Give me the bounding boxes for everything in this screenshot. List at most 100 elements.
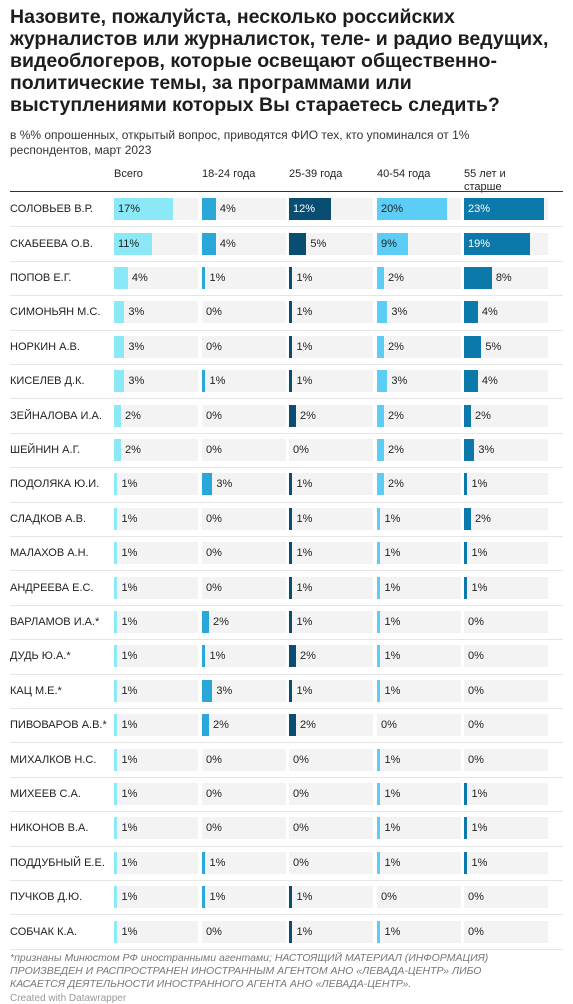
cell-background [202,473,286,496]
bar [114,576,118,599]
bar [114,714,118,737]
bar [289,301,293,324]
bar [289,920,293,943]
value-label: 1% [121,512,138,525]
bar [114,783,118,805]
cell-background [289,301,373,324]
value-label: 4% [219,237,236,250]
cell-background [114,714,198,737]
value-label: 1% [296,581,313,594]
cell-background [289,679,373,702]
cell-background [377,886,461,909]
value-label: 1% [209,650,226,663]
cell-background [114,507,198,530]
bar [464,473,468,496]
cell-background [202,920,286,943]
bar [289,611,293,633]
bar [114,232,153,255]
row-label: ПОДОЛЯКА Ю.И. [10,478,100,491]
value-label: 0% [206,788,222,800]
bar [289,679,293,702]
value-label: 2% [124,409,141,422]
bar [114,267,128,289]
value-label: 9% [381,237,397,250]
row-label: ПИВОВАРОВ А.В.* [10,719,107,732]
value-label: 0% [468,925,484,938]
value-label: 1% [384,547,401,560]
cell-background [202,851,286,874]
value-label: 4% [131,272,148,284]
value-label: 0% [206,409,222,422]
value-label: 0% [206,547,222,560]
row-separator [10,948,563,950]
row-separator [10,880,563,881]
cell-background [114,783,198,805]
cell-background [377,267,461,289]
cell-background [464,335,548,358]
value-label: 1% [121,856,138,869]
value-label: 2% [387,478,404,491]
bar [377,370,388,393]
cell-background [377,679,461,702]
row-label: СОБЧАК К.А. [10,925,77,938]
cell-background [464,714,548,737]
cell-background [289,473,373,496]
cell-background [289,851,373,874]
bar [289,576,293,599]
value-label: 1% [471,822,488,835]
bar [202,886,206,909]
value-label: 2% [299,650,316,663]
value-label: 1% [384,753,401,766]
bar [289,404,296,427]
value-label: 2% [387,444,404,456]
cell-background [377,542,461,565]
row-separator [10,467,563,469]
cell-background [289,611,373,633]
bar [377,851,381,874]
cell-background [464,439,548,461]
cell-background [202,439,286,461]
value-label: 3% [216,478,233,491]
value-label: 1% [121,788,138,800]
value-label: 4% [481,306,498,319]
subtitle: в %% опрошенных, открытый вопрос, привод… [10,128,470,157]
row-separator [10,364,563,365]
value-label: 23% [468,203,491,216]
cell-background [202,507,286,530]
bar [289,370,293,393]
row-label: СОЛОВЬЕВ В.Р. [10,203,93,216]
row-label: ЗЕЙНАЛОВА И.А. [10,409,102,422]
value-label: 5% [485,340,502,353]
row-label: ПУЧКОВ Д.Ю. [10,891,83,904]
value-label: 4% [481,375,498,388]
cell-background [114,576,198,599]
value-label: 1% [121,616,138,628]
value-label: 1% [384,581,401,594]
cell-background [202,370,286,393]
bar [114,542,118,565]
bar [202,679,213,702]
bar [202,645,206,668]
bar [464,198,544,221]
value-label: 1% [471,788,488,800]
row-separator [10,329,563,331]
value-label: 3% [391,375,408,388]
row-label: СЛАДКОВ А.В. [10,512,86,525]
row-label: ДУДЬ Ю.А.* [10,650,71,663]
value-label: 3% [216,684,233,697]
bar [377,748,381,771]
row-separator [10,604,563,606]
bar [289,198,331,221]
bar [289,507,293,530]
cell-background [464,783,548,805]
cell-background [289,920,373,943]
cell-background [377,404,461,427]
bar [114,198,174,221]
cell-background [377,439,461,461]
bar [114,370,125,393]
cell-background [202,645,286,668]
cell-background [114,886,198,909]
cell-background [114,542,198,565]
cell-background [377,783,461,805]
value-label: 2% [387,409,404,422]
